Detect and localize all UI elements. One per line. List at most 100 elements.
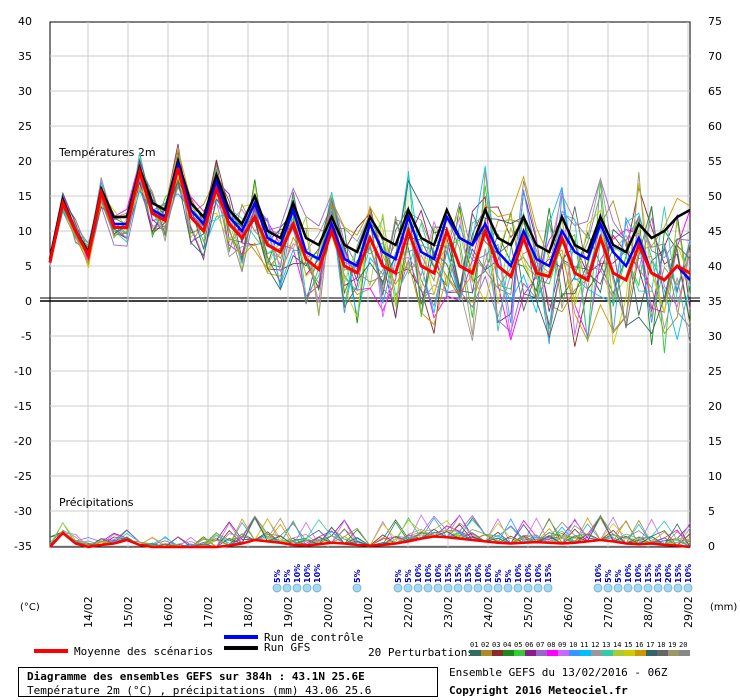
perturbation-precip-line (49, 514, 691, 548)
left-tick-label: -15 (14, 400, 32, 413)
date-tick-label: 24/02 (482, 596, 495, 628)
snow-icon (423, 583, 433, 593)
date-tick-label: 22/02 (402, 596, 415, 628)
snow-probability-label: 10% (524, 564, 533, 583)
left-unit-label: (°C) (20, 602, 40, 613)
perturbation-number: 01 (470, 641, 479, 649)
snow-icon (523, 583, 533, 593)
perturbation-number: 03 (492, 641, 501, 649)
run-info: Ensemble GEFS du 13/02/2016 - 06Z (449, 666, 668, 679)
snow-icon (483, 583, 493, 593)
perturbation-precip-line (49, 514, 691, 548)
left-tick-label: -25 (14, 470, 32, 483)
perturbation-number: 20 (679, 641, 688, 649)
perturbation-swatch (646, 650, 657, 656)
snow-icon (533, 583, 543, 593)
perturbation-swatches (470, 650, 690, 656)
left-tick-label: 35 (18, 50, 32, 63)
title-box: Diagramme des ensembles GEFS sur 384h : … (18, 667, 438, 697)
series-line-moyenne-des-sc-narios (48, 165, 691, 283)
snow-probability-label: 10% (474, 564, 483, 583)
copyright: Copyright 2016 Meteociel.fr (449, 684, 628, 697)
snow-icon (433, 583, 443, 593)
right-tick-label: 60 (708, 120, 722, 133)
snow-probability-label: 15% (444, 564, 453, 583)
date-tick-label: 29/02 (682, 596, 695, 628)
perturbation-precip-line (49, 519, 691, 548)
temperature-section-label: Températures 2m (58, 146, 156, 159)
snow-probability-label: 5% (353, 569, 362, 583)
perturbation-number: 19 (668, 641, 677, 649)
snow-probability-label: 5% (394, 569, 403, 583)
snow-probability-label: 10% (624, 564, 633, 583)
date-tick-label: 27/02 (602, 596, 615, 628)
perturbation-swatch (481, 650, 492, 656)
snow-icon (633, 583, 643, 593)
snow-probability-label: 5% (283, 569, 292, 583)
perturbation-swatch (525, 650, 536, 656)
snow-probability-label: 15% (454, 564, 463, 583)
right-unit-label: (mm) (710, 602, 737, 613)
perturbation-temp-line (49, 161, 691, 336)
snow-probability-label: 15% (674, 564, 683, 583)
perturbation-number: 13 (602, 641, 611, 649)
left-tick-label: 25 (18, 120, 32, 133)
snow-icon (503, 583, 513, 593)
legend-mean-swatch (34, 649, 68, 653)
snow-probability-label: 10% (534, 564, 543, 583)
left-tick-label: -10 (14, 365, 32, 378)
left-tick-label: 5 (25, 260, 32, 273)
snow-probability-label: 10% (484, 564, 493, 583)
precipitation-section-label: Précipitations (59, 496, 134, 509)
perturbation-swatch (558, 650, 569, 656)
date-tick-label: 21/02 (362, 596, 375, 628)
perturbation-swatch (503, 650, 514, 656)
perturbation-number: 05 (514, 641, 523, 649)
date-tick-label: 17/02 (202, 596, 215, 628)
right-tick-label: 75 (708, 15, 722, 28)
right-tick-label: 20 (708, 400, 722, 413)
left-tick-label: 30 (18, 85, 32, 98)
perturbation-number: 18 (657, 641, 666, 649)
perturbation-swatch (492, 650, 503, 656)
snow-icon (413, 583, 423, 593)
snow-icon (463, 583, 473, 593)
snow-probability-label: 10% (303, 564, 312, 583)
perturbation-number: 10 (569, 641, 578, 649)
snow-probability-label: 10% (634, 564, 643, 583)
perturbation-number: 07 (536, 641, 545, 649)
snow-icon (613, 583, 623, 593)
snow-probability-label: 10% (594, 564, 603, 583)
right-tick-label: 35 (708, 295, 722, 308)
perturbation-precip-line (49, 514, 691, 548)
precip-mean-line (49, 531, 691, 549)
perturbation-temp-line (49, 152, 691, 342)
snow-probability-label: 5% (494, 569, 503, 583)
snow-probability-label: 5% (504, 569, 513, 583)
legend-control-swatch (224, 635, 258, 639)
perturbation-swatch (470, 650, 481, 656)
snow-icon (543, 583, 553, 593)
snow-probability-label: 10% (293, 564, 302, 583)
legend-gfs-swatch (224, 646, 258, 650)
snow-icon (643, 583, 653, 593)
snow-probability-label: 5% (604, 569, 613, 583)
snow-icon (513, 583, 523, 593)
perturbation-swatch (602, 650, 613, 656)
right-tick-label: 10 (708, 470, 722, 483)
snow-probability-label: 15% (544, 564, 553, 583)
snow-probability-label: 15% (644, 564, 653, 583)
snow-icon (393, 583, 403, 593)
perturbation-number: 02 (481, 641, 490, 649)
perturbation-precip-line (49, 514, 691, 548)
right-tick-label: 45 (708, 225, 722, 238)
snow-probability-label: 20% (664, 564, 673, 583)
snow-icon (673, 583, 683, 593)
date-tick-label: 28/02 (642, 596, 655, 628)
perturbation-number: 08 (547, 641, 556, 649)
date-tick-label: 25/02 (522, 596, 535, 628)
perturbation-precip-line (49, 514, 691, 548)
left-tick-label: 0 (25, 295, 32, 308)
perturbation-temp-line (49, 161, 691, 341)
